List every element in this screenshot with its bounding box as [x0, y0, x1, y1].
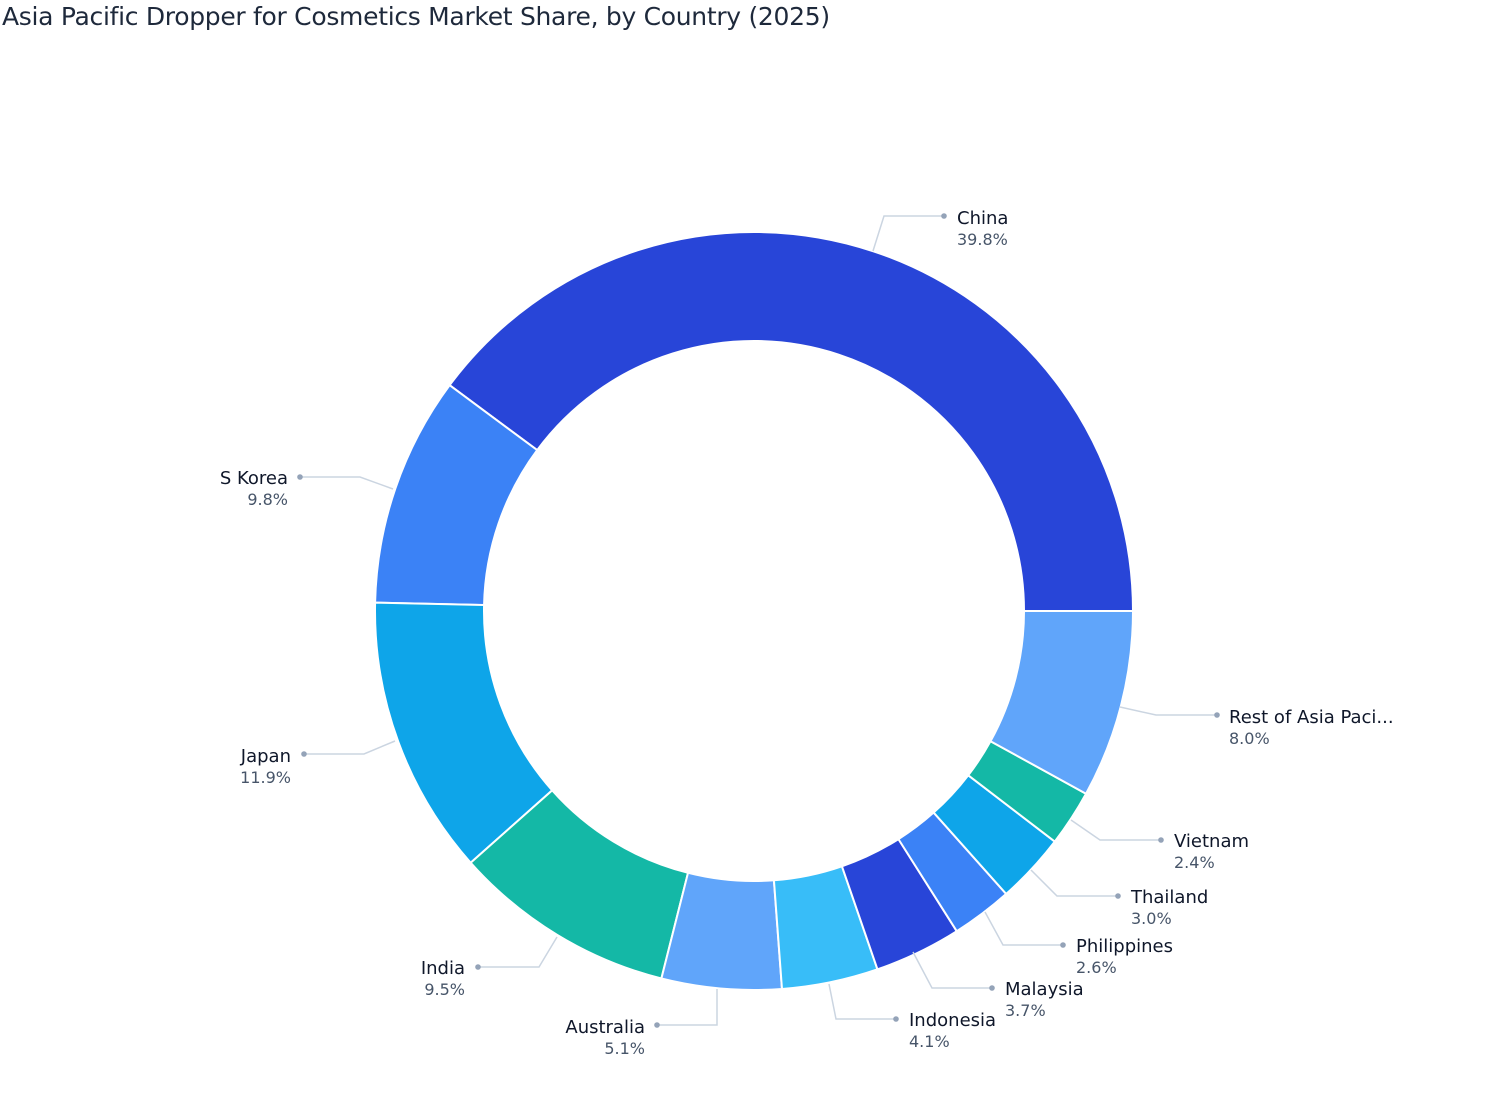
label-s-korea: S Korea: [220, 468, 288, 489]
leader-dot-indonesia: [893, 1016, 899, 1022]
chart-title: Asia Pacific Dropper for Cosmetics Marke…: [2, 2, 830, 31]
leader-line-indonesia: [828, 983, 896, 1020]
leader-line-thailand: [1030, 869, 1118, 897]
leader-line-malaysia: [912, 951, 992, 989]
value-label-malaysia: 3.7%: [1005, 1001, 1046, 1020]
leader-dot-china: [941, 213, 947, 219]
leader-dot-malaysia: [989, 985, 995, 991]
label-japan: Japan: [240, 746, 291, 767]
leader-dot-japan: [301, 751, 307, 757]
slice-rest-of-asia-paci-[interactable]: [989, 610, 1135, 796]
label-malaysia: Malaysia: [1005, 979, 1084, 1000]
leader-line-japan: [304, 740, 396, 755]
label-australia: Australia: [565, 1017, 645, 1038]
value-label-philippines: 2.6%: [1076, 958, 1117, 977]
label-indonesia: Indonesia: [909, 1010, 996, 1031]
leader-dot-thailand: [1115, 893, 1121, 899]
value-label-indonesia: 4.1%: [909, 1032, 950, 1051]
value-label-rest-of-asia-paci-: 8.0%: [1229, 729, 1270, 748]
leader-line-australia: [657, 989, 718, 1026]
value-label-vietnam: 2.4%: [1174, 853, 1215, 872]
leader-line-philippines: [984, 911, 1063, 946]
leader-line-china: [872, 215, 944, 252]
leader-dot-australia: [654, 1022, 660, 1028]
leader-dot-s-korea: [297, 474, 303, 480]
leader-line-vietnam: [1070, 819, 1161, 841]
leader-dot-india: [475, 964, 481, 970]
leader-line-rest-of-asia-paci-: [1119, 706, 1217, 716]
value-label-japan: 11.9%: [240, 768, 291, 787]
label-rest-of-asia-paci-: Rest of Asia Paci...: [1229, 707, 1394, 728]
value-label-india: 9.5%: [424, 980, 465, 999]
label-philippines: Philippines: [1076, 936, 1173, 957]
value-label-china: 39.8%: [957, 230, 1008, 249]
value-label-thailand: 3.0%: [1131, 909, 1172, 928]
value-label-australia: 5.1%: [604, 1039, 645, 1058]
label-vietnam: Vietnam: [1174, 831, 1249, 852]
label-china: China: [957, 208, 1008, 229]
leader-dot-rest-of-asia-paci-: [1214, 712, 1220, 718]
leader-line-s-korea: [300, 476, 394, 490]
slice-china[interactable]: [448, 231, 1135, 612]
label-india: India: [421, 958, 465, 979]
label-thailand: Thailand: [1130, 887, 1208, 908]
value-label-s-korea: 9.8%: [247, 490, 288, 509]
leader-dot-vietnam: [1158, 837, 1164, 843]
leader-line-india: [478, 936, 558, 968]
leader-dot-philippines: [1060, 942, 1066, 948]
